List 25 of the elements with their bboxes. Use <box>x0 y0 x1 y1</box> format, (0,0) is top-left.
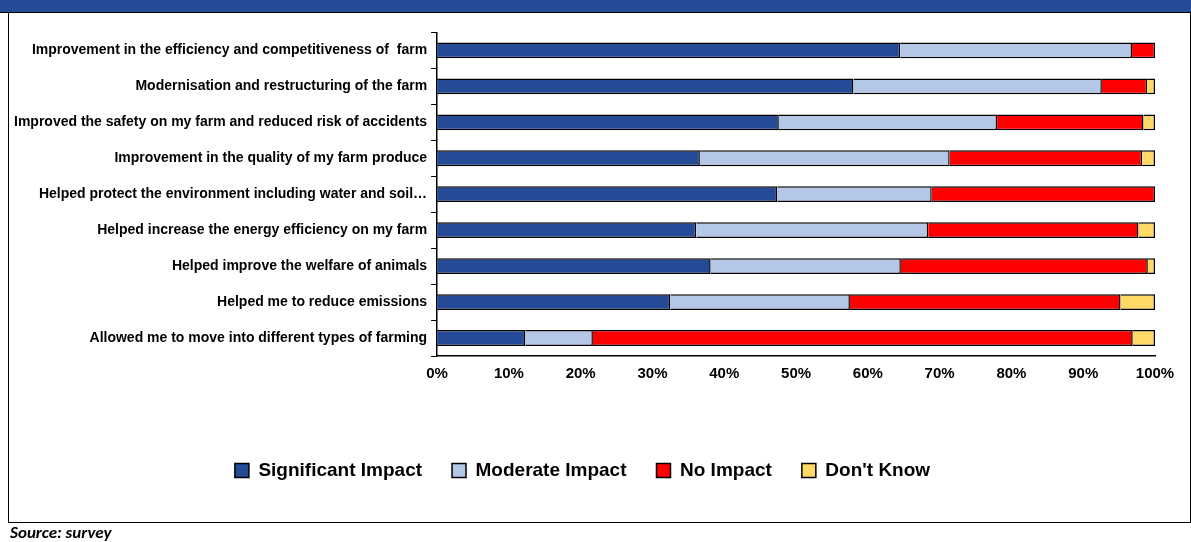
source-note: Source: survey <box>10 522 112 542</box>
y-tick-label: Helped protect the environment including water and soil… <box>38 185 428 202</box>
x-tick-label: 10% <box>493 364 524 382</box>
x-tick-label: 100% <box>1135 364 1175 382</box>
x-tick-label: 90% <box>1068 364 1099 382</box>
x-tick-label: 60% <box>852 364 883 382</box>
y-tick-label: Allowed me to move into different types of farming <box>89 328 428 345</box>
x-tick-label: 20% <box>565 364 596 382</box>
x-tick-label: 30% <box>637 364 668 382</box>
legend-label: Moderate Impact <box>475 458 628 480</box>
legend-label: Don't Know <box>825 458 931 480</box>
x-tick-label: 70% <box>924 364 955 382</box>
x-tick-label: 0% <box>426 364 448 382</box>
x-tick-label: 40% <box>709 364 740 382</box>
y-tick-label: Helped me to reduce emissions <box>217 292 428 309</box>
x-tick-label: 80% <box>996 364 1027 382</box>
y-tick-label: Improved the safety on my farm and reduced risk of accidents <box>14 113 428 130</box>
y-tick-label: Improvement in the efficiency and competitiveness of farm <box>31 41 428 58</box>
y-tick-label: Helped increase the energy efficiency on my farm <box>97 221 428 238</box>
y-tick-label: Improvement in the quality of my farm produce <box>114 149 428 166</box>
x-tick-label: 50% <box>781 364 812 382</box>
legend-label: No Impact <box>680 458 773 480</box>
legend-label: Significant Impact <box>258 458 423 480</box>
y-tick-label: Modernisation and restructuring of the farm <box>135 77 428 94</box>
y-tick-label: Helped improve the welfare of animals <box>171 256 428 273</box>
